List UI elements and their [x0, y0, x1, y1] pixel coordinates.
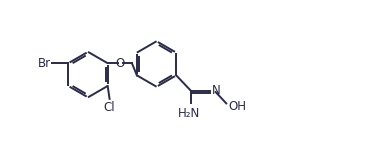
Text: H₂N: H₂N [178, 107, 200, 120]
Text: OH: OH [228, 100, 246, 113]
Text: Br: Br [38, 57, 51, 70]
Text: Cl: Cl [104, 101, 115, 114]
Text: O: O [115, 57, 124, 70]
Text: N: N [212, 84, 221, 97]
